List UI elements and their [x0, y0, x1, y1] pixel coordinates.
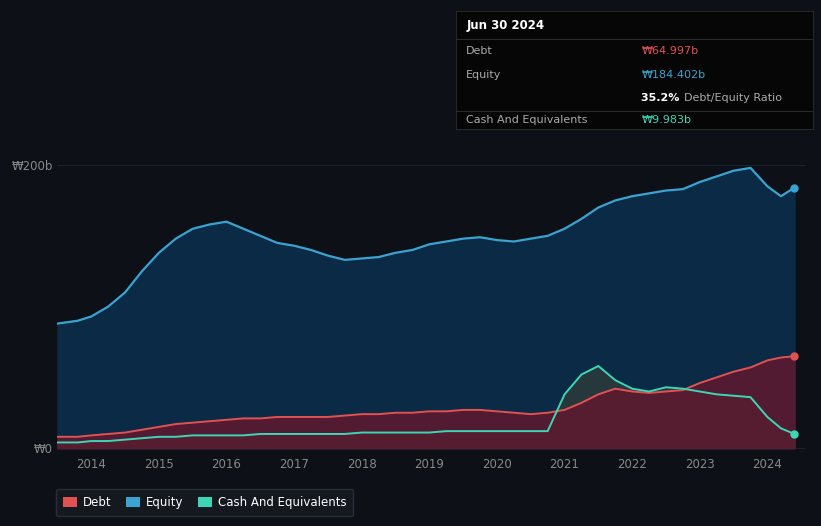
Text: Debt: Debt	[466, 46, 493, 56]
Text: ₩184.402b: ₩184.402b	[641, 69, 705, 80]
Text: Equity: Equity	[466, 69, 502, 80]
Text: ₩64.997b: ₩64.997b	[641, 46, 699, 56]
Text: Cash And Equivalents: Cash And Equivalents	[466, 115, 588, 125]
Text: Jun 30 2024: Jun 30 2024	[466, 19, 544, 32]
Text: Debt/Equity Ratio: Debt/Equity Ratio	[684, 94, 782, 104]
Legend: Debt, Equity, Cash And Equivalents: Debt, Equity, Cash And Equivalents	[56, 489, 353, 516]
Text: ₩9.983b: ₩9.983b	[641, 115, 691, 125]
Text: 35.2%: 35.2%	[641, 94, 684, 104]
